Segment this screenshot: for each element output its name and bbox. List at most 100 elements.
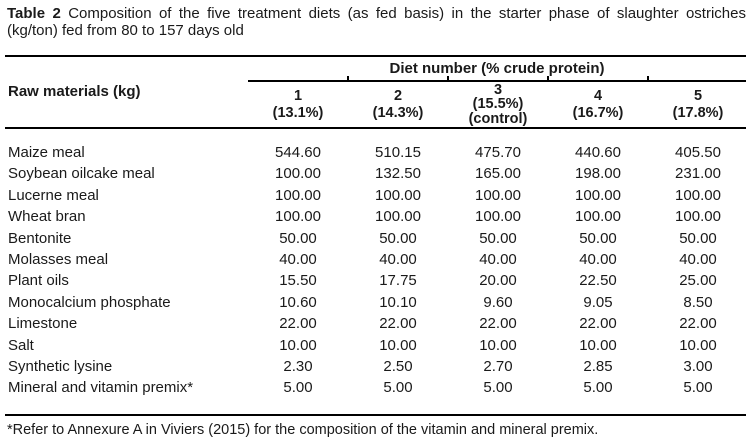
row-value: 2.70 [483, 357, 513, 375]
row-header-label: Raw materials (kg) [8, 83, 141, 100]
row-value: 3.00 [683, 357, 713, 375]
row-value: 10.00 [479, 336, 517, 354]
row-value: 40.00 [379, 250, 417, 268]
caption-text: Composition of the five treatment diets … [68, 5, 746, 22]
row-label: Salt [8, 336, 34, 354]
row-value: 5.00 [583, 379, 613, 397]
row-value: 132.50 [375, 165, 421, 183]
row-value: 50.00 [479, 229, 517, 247]
table-row: Molasses meal 40.00 40.00 40.00 40.00 40… [0, 249, 752, 270]
row-value: 9.60 [483, 293, 513, 311]
row-value: 22.00 [579, 315, 617, 333]
column-number: 4 [593, 87, 603, 104]
table-row: Maize meal 544.60 510.15 475.70 440.60 4… [0, 142, 752, 163]
column-divider-tick [647, 76, 649, 80]
row-value: 10.00 [379, 336, 417, 354]
row-value: 440.60 [575, 144, 621, 161]
column-divider-tick [547, 76, 549, 80]
column-header: 1 (13.1%) [248, 82, 348, 127]
row-value: 2.30 [283, 357, 313, 375]
column-protein: (13.1%) [272, 104, 324, 121]
row-value: 50.00 [379, 229, 417, 247]
column-divider-tick [347, 76, 349, 80]
row-value: 100.00 [675, 208, 721, 226]
row-value: 17.75 [379, 272, 417, 290]
row-value: 5.00 [683, 379, 713, 397]
row-label: Mineral and vitamin premix* [8, 379, 194, 397]
row-label: Maize meal [8, 144, 85, 161]
row-value: 100.00 [275, 186, 321, 204]
table-row: Synthetic lysine 2.30 2.50 2.70 2.85 3.0… [0, 356, 752, 377]
row-value: 198.00 [575, 165, 621, 183]
row-value: 22.00 [279, 315, 317, 333]
table-row: Salt 10.00 10.00 10.00 10.00 10.00 [0, 335, 752, 356]
column-number: 5 [693, 87, 703, 104]
row-value: 40.00 [279, 250, 317, 268]
column-protein: (17.8%) [672, 104, 724, 121]
column-number: 3 [493, 81, 503, 98]
table-row: Mineral and vitamin premix* 5.00 5.00 5.… [0, 377, 752, 398]
row-value: 231.00 [675, 165, 721, 183]
row-label: Limestone [8, 315, 78, 333]
row-value: 22.00 [679, 315, 717, 333]
row-value: 100.00 [475, 208, 521, 226]
row-value: 20.00 [479, 272, 517, 290]
table-row: Plant oils 15.50 17.75 20.00 22.50 25.00 [0, 270, 752, 291]
row-value: 5.00 [283, 379, 313, 397]
column-header: 4 (16.7%) [548, 82, 648, 127]
row-value: 100.00 [375, 208, 421, 226]
row-label: Lucerne meal [8, 186, 99, 204]
row-value: 10.60 [279, 293, 317, 311]
table-body: Maize meal 544.60 510.15 475.70 440.60 4… [0, 142, 752, 399]
row-value: 10.00 [679, 336, 717, 354]
row-value: 2.50 [383, 357, 413, 375]
table-bottom-rule [5, 414, 746, 416]
row-label: Soybean oilcake meal [8, 165, 155, 183]
table-row: Lucerne meal 100.00 100.00 100.00 100.00… [0, 185, 752, 206]
table-footnote: *Refer to Annexure A in Viviers (2015) f… [7, 422, 599, 438]
row-value: 22.50 [579, 272, 617, 290]
row-value: 5.00 [383, 379, 413, 397]
row-value: 40.00 [679, 250, 717, 268]
column-protein: (14.3%) [372, 104, 424, 121]
column-number: 1 [293, 87, 303, 104]
row-value: 10.00 [279, 336, 317, 354]
table-caption: Table 2 Composition of the five treatmen… [7, 5, 746, 39]
row-label: Monocalcium phosphate [8, 293, 171, 311]
row-value: 40.00 [579, 250, 617, 268]
column-divider-tick [447, 76, 449, 80]
row-label: Bentonite [8, 229, 72, 247]
row-value: 25.00 [679, 272, 717, 290]
row-value: 10.10 [379, 293, 417, 311]
column-header: 5 (17.8%) [648, 82, 748, 127]
header-bottom-rule [5, 127, 746, 129]
row-value: 165.00 [475, 165, 521, 183]
row-value: 510.15 [375, 144, 421, 161]
row-value: 100.00 [575, 208, 621, 226]
row-value: 10.00 [579, 336, 617, 354]
table-row: Monocalcium phosphate 10.60 10.10 9.60 9… [0, 292, 752, 313]
table-row: Soybean oilcake meal 100.00 132.50 165.0… [0, 163, 752, 184]
row-value: 475.70 [475, 144, 521, 161]
column-note: (control) [468, 110, 528, 127]
row-label: Plant oils [8, 272, 69, 290]
row-value: 5.00 [483, 379, 513, 397]
caption-table-number: Table 2 [7, 5, 61, 22]
row-label: Wheat bran [8, 208, 86, 226]
row-value: 405.50 [675, 144, 721, 161]
table-row: Bentonite 50.00 50.00 50.00 50.00 50.00 [0, 228, 752, 249]
row-value: 22.00 [479, 315, 517, 333]
row-value: 50.00 [279, 229, 317, 247]
row-value: 100.00 [275, 165, 321, 183]
diet-group-underline [248, 80, 746, 82]
row-value: 100.00 [275, 208, 321, 226]
row-value: 2.85 [583, 357, 613, 375]
column-protein: (16.7%) [572, 104, 624, 121]
caption-line-2: (kg/ton) fed from 80 to 157 days old [7, 21, 244, 39]
row-value: 8.50 [683, 293, 713, 311]
column-header: 2 (14.3%) [348, 82, 448, 127]
diet-group-header: Diet number (% crude protein) [389, 60, 605, 77]
row-value: 100.00 [675, 186, 721, 204]
row-label: Synthetic lysine [8, 357, 113, 375]
